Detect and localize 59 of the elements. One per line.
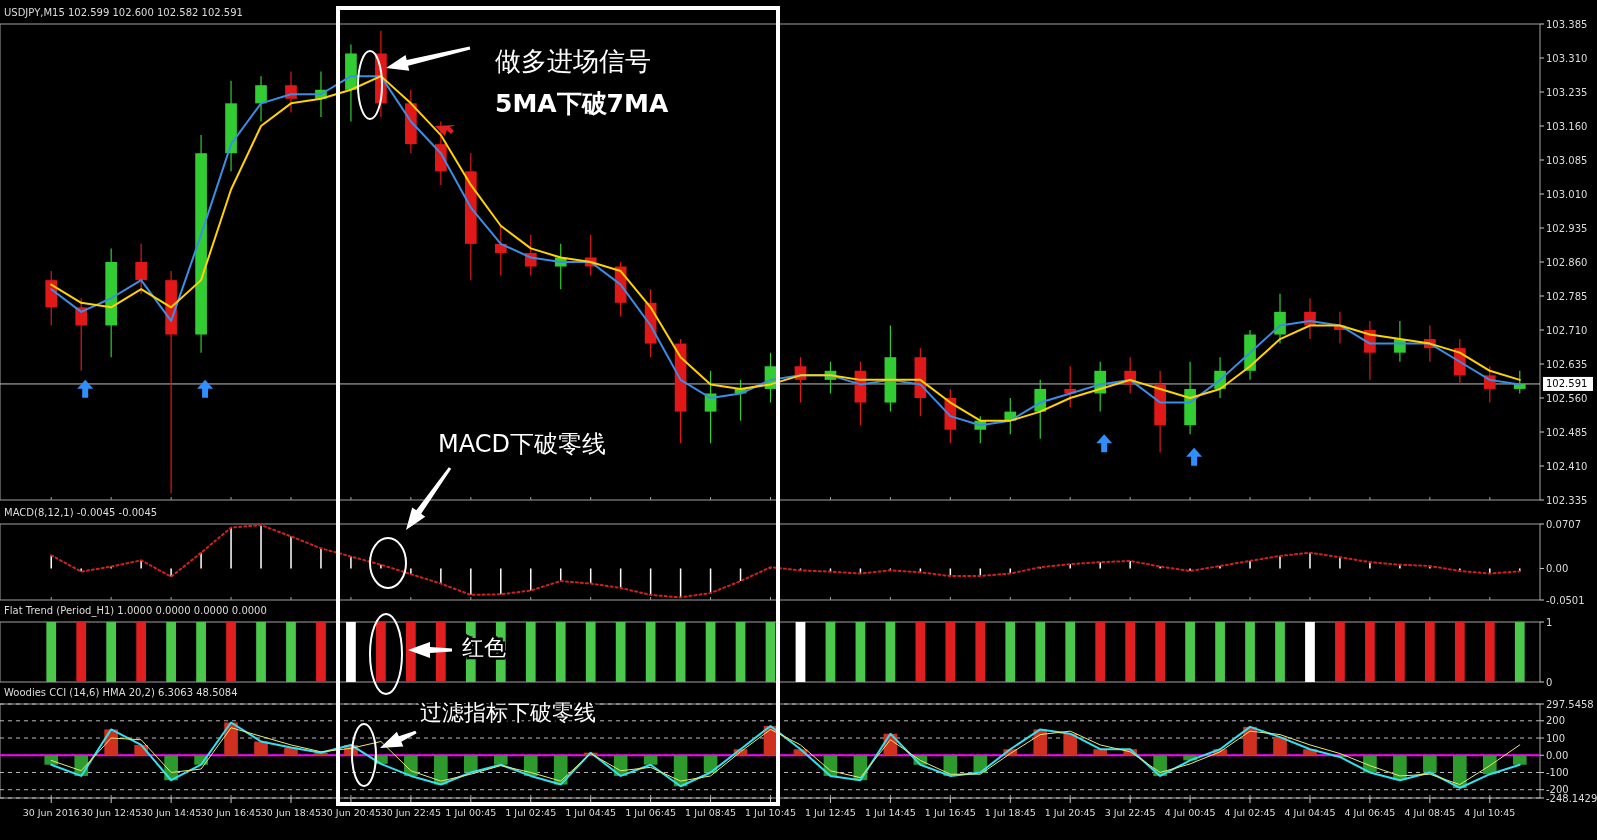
y-tick-label: 103.010 <box>1546 188 1588 200</box>
annotation: MACD下破零线 <box>438 430 606 458</box>
x-tick-label: 1 Jul 08:45 <box>685 807 737 818</box>
x-tick-label: 1 Jul 00:45 <box>445 807 497 818</box>
x-tick-label: 1 Jul 02:45 <box>505 807 557 818</box>
ref-line-label: 102.591 <box>1546 378 1588 390</box>
y-tick-label: 102.935 <box>1546 222 1588 234</box>
y-tick-label: 103.085 <box>1546 154 1588 166</box>
x-tick-label: 1 Jul 16:45 <box>924 807 976 818</box>
x-tick-label: 4 Jul 02:45 <box>1224 807 1276 818</box>
chart-title: Flat Trend (Period_H1) 1.0000 0.0000 0.0000 0.0000 <box>4 605 267 617</box>
x-tick-label: 30 Jun 2016 <box>22 807 80 818</box>
y-tick-label: 102.485 <box>1546 426 1588 438</box>
y-tick-label: 1 <box>1546 616 1553 628</box>
x-tick-label: 30 Jun 22:45 <box>380 807 442 818</box>
x-tick-label: 1 Jul 10:45 <box>745 807 796 818</box>
y-tick-label: 103.235 <box>1546 86 1588 98</box>
y-tick-label: 0.00 <box>1546 749 1569 761</box>
y-tick-label: 200 <box>1546 715 1566 727</box>
x-tick-label: 30 Jun 16:45 <box>200 807 262 818</box>
y-tick-label: 297.5458 <box>1546 698 1594 710</box>
chart-title: Woodies CCI (14,6) HMA 20,2) 6.3063 48.5084 <box>4 687 238 698</box>
annotation: 过滤指标下破零线 <box>420 700 596 725</box>
y-tick-label: 103.160 <box>1546 120 1588 132</box>
x-tick-label: 30 Jun 14:45 <box>140 807 202 818</box>
x-tick-label: 4 Jul 00:45 <box>1164 807 1216 818</box>
annotation: 5MA下破7MA <box>495 89 669 118</box>
y-tick-label: 102.710 <box>1546 324 1588 336</box>
y-tick-label: 0 <box>1546 676 1553 688</box>
x-tick-label: 1 Jul 12:45 <box>804 807 856 818</box>
y-tick-label: 102.560 <box>1546 392 1588 404</box>
x-tick-label: 1 Jul 14:45 <box>864 807 916 818</box>
x-tick-label: 1 Jul 18:45 <box>984 807 1036 818</box>
chart-title: USDJPY,M15 102.599 102.600 102.582 102.591 <box>4 7 243 18</box>
x-tick-label: 1 Jul 20:45 <box>1044 807 1096 818</box>
y-tick-label: 102.335 <box>1546 494 1588 506</box>
y-tick-label: -100 <box>1546 766 1569 778</box>
y-tick-label: 102.635 <box>1546 358 1588 370</box>
chart-title: MACD(8,12,1) -0.0045 -0.0045 <box>4 507 158 518</box>
x-tick-label: 1 Jul 04:45 <box>565 807 617 818</box>
y-tick-label: 102.785 <box>1546 290 1588 302</box>
y-tick-label: 102.410 <box>1546 460 1588 472</box>
x-tick-label: 3 Jul 22:45 <box>1104 807 1156 818</box>
x-tick-label: 4 Jul 06:45 <box>1344 807 1396 818</box>
y-tick-label: 103.385 <box>1546 18 1588 30</box>
y-tick-label: 0.00 <box>1546 562 1569 574</box>
y-tick-label: 100 <box>1546 732 1566 744</box>
x-tick-label: 4 Jul 08:45 <box>1404 807 1456 818</box>
x-tick-label: 4 Jul 10:45 <box>1464 807 1516 818</box>
y-tick-label: 0.0707 <box>1546 518 1581 530</box>
x-tick-label: 30 Jun 12:45 <box>80 807 142 818</box>
y-tick-label: 102.860 <box>1546 256 1588 268</box>
y-tick-label: 103.310 <box>1546 52 1588 64</box>
annotation: 做多进场信号 <box>495 46 651 76</box>
x-tick-label: 4 Jul 04:45 <box>1284 807 1336 818</box>
y-tick-label: -0.0501 <box>1546 594 1585 606</box>
x-tick-label: 1 Jul 06:45 <box>625 807 677 818</box>
x-tick-label: 30 Jun 20:45 <box>320 807 382 818</box>
x-tick-label: 30 Jun 18:45 <box>260 807 322 818</box>
